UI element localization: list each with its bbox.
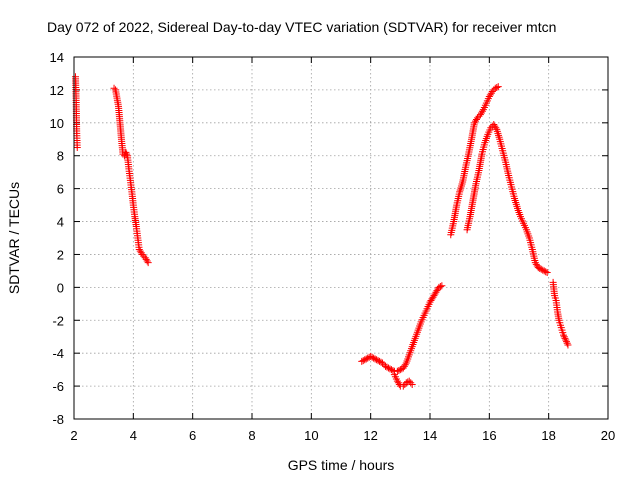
y-tick-label: 10: [50, 116, 64, 131]
data-point: [494, 83, 502, 91]
data-point: [560, 331, 567, 339]
plot-frame: [73, 56, 609, 420]
y-tick-label: 12: [50, 83, 64, 98]
data-point: [376, 357, 384, 365]
data-point: [561, 334, 569, 342]
data-point: [478, 107, 486, 115]
series-sat-c-tail: [390, 371, 416, 390]
data-point: [73, 144, 81, 151]
data-point: [542, 268, 550, 276]
data-point: [373, 356, 381, 364]
y-tick-label: -4: [52, 346, 64, 361]
data-point: [383, 363, 391, 371]
data-point: [473, 114, 481, 122]
data-point: [560, 333, 568, 341]
y-tick-label: -2: [52, 313, 64, 328]
data-point: [405, 377, 413, 385]
data-point: [374, 357, 382, 365]
series-sat-e: [463, 120, 551, 277]
data-point: [435, 283, 443, 291]
x-tick-label: 18: [541, 428, 555, 443]
data-point: [492, 124, 500, 132]
x-tick-label: 2: [70, 428, 77, 443]
data-point: [393, 367, 401, 375]
data-point: [543, 269, 551, 277]
data-point: [368, 353, 376, 361]
data-point: [361, 356, 369, 364]
y-axis-label: SDTVAR / TECUs: [6, 182, 22, 294]
data-point: [389, 366, 397, 374]
series-sat-f: [549, 278, 572, 349]
y-tick-label: 14: [50, 50, 64, 65]
y-tick-label: 6: [57, 182, 64, 197]
data-point: [143, 257, 151, 265]
data-point: [562, 338, 570, 346]
data-point: [362, 355, 370, 363]
y-tick-label: 0: [57, 280, 64, 295]
data-point: [386, 365, 394, 373]
data-point: [563, 339, 571, 347]
data-point: [367, 352, 375, 360]
x-tick-label: 14: [423, 428, 437, 443]
y-tick-label: 2: [57, 247, 64, 262]
data-point: [379, 359, 387, 367]
y-tick-label: -6: [52, 379, 64, 394]
data-point: [371, 355, 379, 363]
series-sat-b: [110, 84, 152, 267]
data-point: [359, 357, 367, 365]
data-point: [408, 380, 416, 388]
data-point: [364, 354, 372, 362]
y-tick-label: 8: [57, 149, 64, 164]
x-tick-label: 12: [363, 428, 377, 443]
data-point: [540, 267, 548, 275]
data-point: [358, 357, 366, 365]
data-point: [144, 259, 152, 267]
axes: 2 4 6 8 10 12 14 16 18 20 -8 -6 -4 -2 0 2 4 6 8 10 12 14: [50, 50, 616, 443]
data-point: [407, 379, 415, 387]
y-tick-label: -8: [52, 412, 64, 427]
data-point: [562, 336, 570, 344]
data-point: [534, 264, 542, 272]
data-point: [537, 265, 545, 273]
x-axis-label: GPS time / hours: [288, 457, 395, 473]
data-point: [123, 150, 131, 158]
series-sat-c: [358, 282, 446, 375]
data-point: [401, 361, 409, 369]
x-tick-label: 20: [601, 428, 615, 443]
data-point: [122, 148, 130, 156]
data-point: [493, 83, 501, 91]
data-point: [384, 364, 392, 372]
x-tick-label: 4: [130, 428, 137, 443]
data-point: [488, 88, 496, 96]
chart-title: Day 072 of 2022, Sidereal Day-to-day VTE…: [47, 19, 556, 35]
data-point: [395, 366, 403, 374]
x-tick-label: 16: [482, 428, 496, 443]
data-point: [404, 378, 412, 386]
data-point: [436, 283, 444, 291]
series-sat-a: [71, 73, 81, 151]
data-point: [438, 282, 446, 290]
data-point: [370, 354, 378, 362]
data-point: [110, 84, 118, 92]
x-tick-label: 8: [248, 428, 255, 443]
data-point: [539, 266, 547, 274]
data-points: [71, 73, 572, 390]
data-point: [387, 366, 395, 374]
data-point: [491, 84, 499, 92]
y-tick-label: 4: [57, 215, 64, 230]
data-point: [396, 366, 404, 374]
x-tick-label: 6: [189, 428, 196, 443]
x-tick-label: 10: [304, 428, 318, 443]
data-point: [564, 341, 572, 349]
data-point: [138, 250, 146, 258]
grid: [74, 57, 608, 419]
series-sat-d: [447, 83, 502, 239]
data-point: [399, 382, 407, 390]
data-point: [536, 264, 544, 272]
data-point: [382, 362, 389, 370]
